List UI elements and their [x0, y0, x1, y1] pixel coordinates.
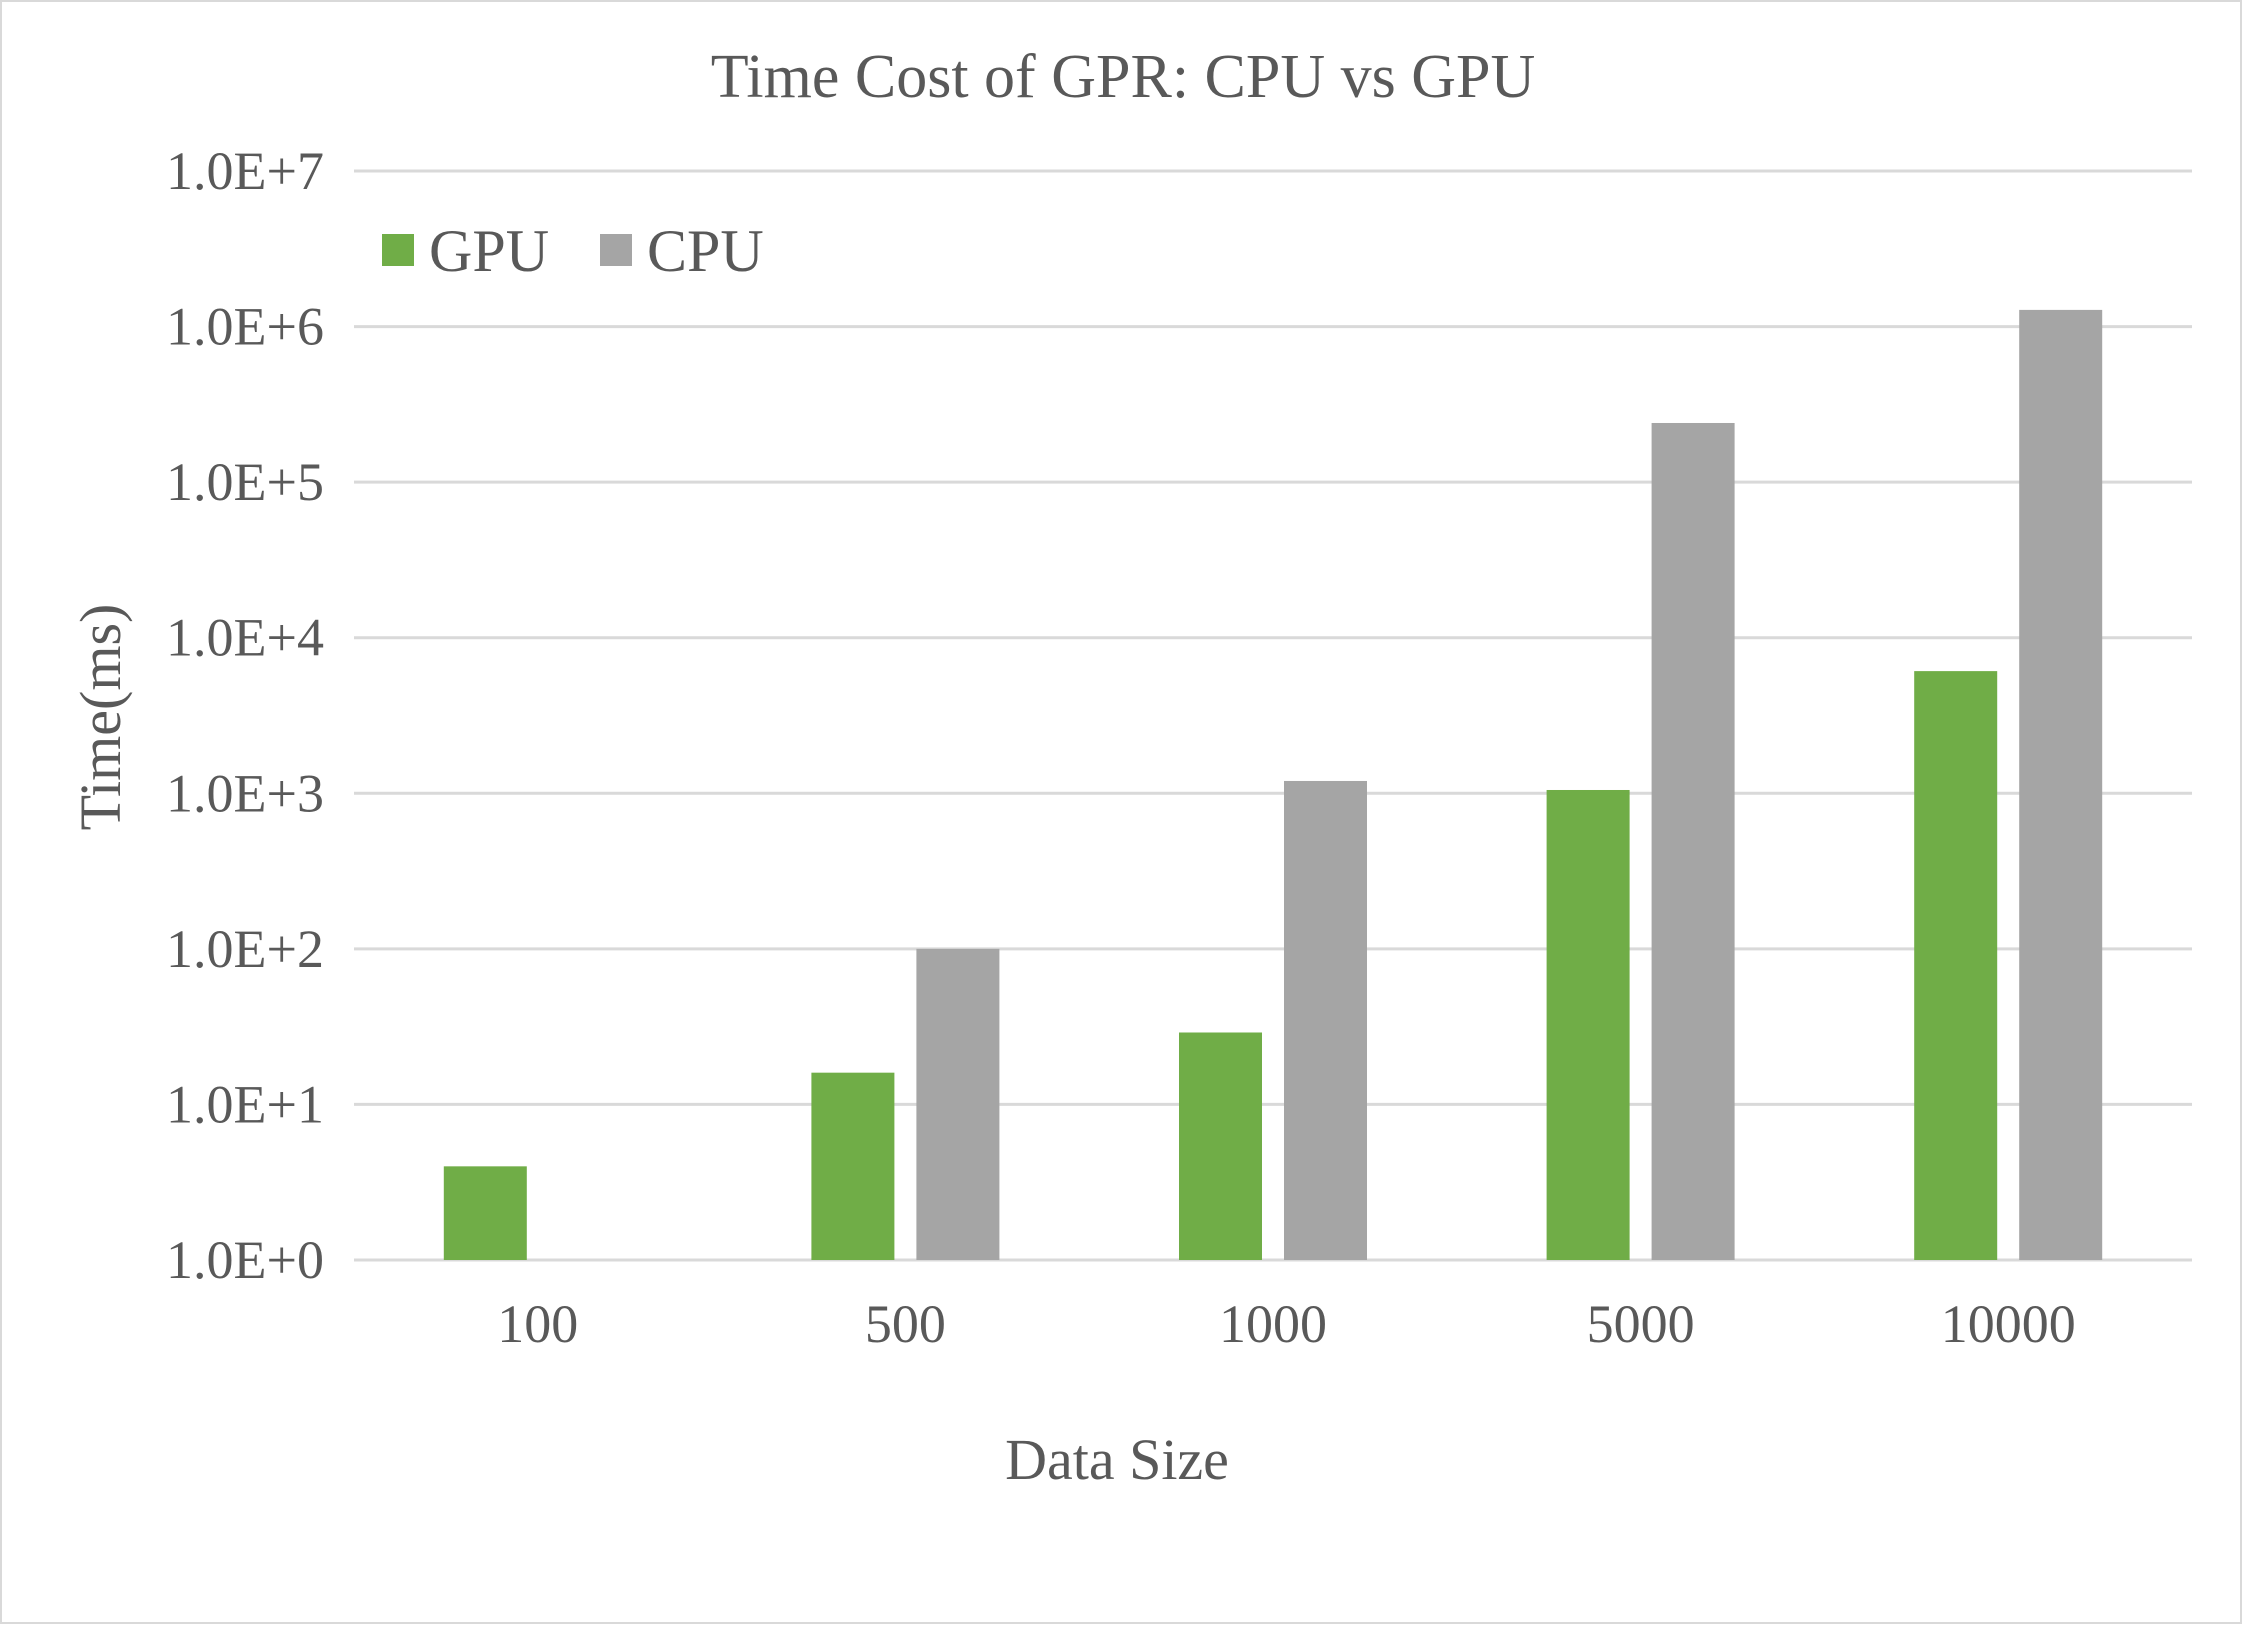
bar-gpu-5000 [1546, 789, 1630, 1260]
bars [443, 309, 2103, 1261]
bar-gpu-10000 [1914, 671, 1998, 1260]
chart-title: Time Cost of GPR: CPU vs GPU [711, 43, 1536, 111]
bar-cpu-10000 [2019, 309, 2103, 1261]
bar-cpu-1000 [1284, 780, 1367, 1260]
bar-cpu-500 [916, 948, 1000, 1260]
y-tick-label: 1.0E+7 [166, 141, 324, 201]
gridlines [354, 169, 2192, 1262]
x-tick-label: 10000 [1941, 1294, 2076, 1354]
bar-gpu-100 [443, 1166, 527, 1260]
legend-swatch-cpu [600, 234, 632, 266]
legend-label-gpu: GPU [429, 218, 549, 284]
y-tick-label: 1.0E+2 [166, 919, 324, 979]
bar-gpu-1000 [1179, 1032, 1262, 1260]
x-axis-ticks: 100 500 1000 5000 10000 [497, 1294, 2075, 1354]
y-tick-label: 1.0E+1 [166, 1074, 324, 1134]
bar-cpu-5000 [1651, 422, 1735, 1260]
legend-swatch-gpu [382, 234, 414, 266]
y-tick-label: 1.0E+0 [166, 1230, 324, 1290]
legend-label-cpu: CPU [647, 218, 764, 284]
bar-gpu-500 [811, 1072, 895, 1260]
y-tick-label: 1.0E+3 [166, 763, 324, 823]
x-tick-label: 100 [497, 1294, 578, 1354]
y-tick-label: 1.0E+4 [166, 608, 324, 668]
x-axis-title: Data Size [1005, 1427, 1229, 1492]
y-tick-label: 1.0E+5 [166, 452, 324, 512]
y-tick-label: 1.0E+6 [166, 297, 324, 357]
x-tick-label: 1000 [1219, 1294, 1327, 1354]
y-axis-title: Time(ms) [68, 604, 133, 831]
x-tick-label: 500 [865, 1294, 946, 1354]
y-axis-ticks: 1.0E+0 1.0E+1 1.0E+2 1.0E+3 1.0E+4 1.0E+5 1.0E… [166, 141, 324, 1290]
legend: GPU CPU [382, 218, 764, 284]
x-tick-label: 5000 [1587, 1294, 1695, 1354]
